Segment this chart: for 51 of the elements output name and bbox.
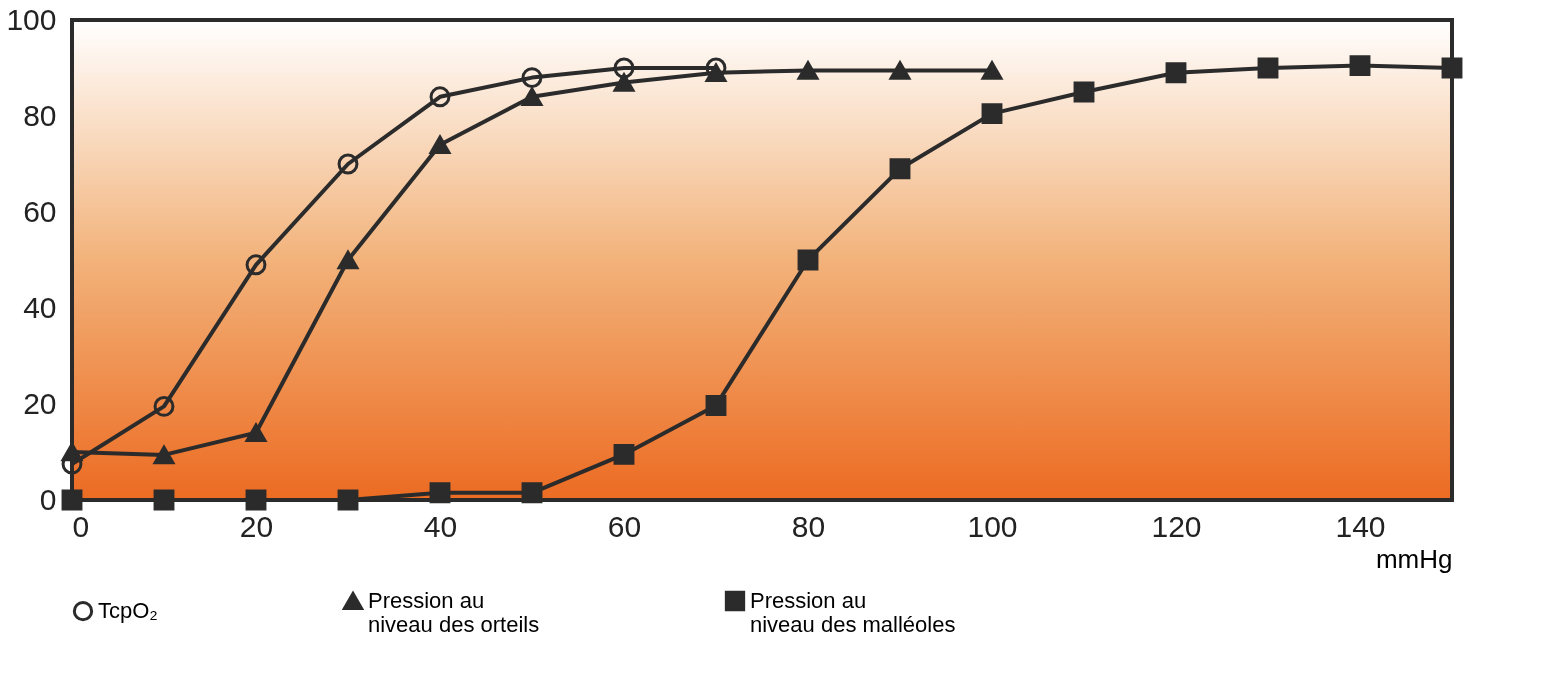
point — [797, 61, 819, 80]
point — [613, 443, 635, 465]
point — [889, 158, 911, 180]
point — [153, 445, 175, 465]
point — [337, 489, 359, 511]
point — [613, 57, 635, 79]
x-tick-label: 60 — [607, 509, 642, 543]
point — [337, 250, 359, 270]
x-axis-title: mmHg — [1375, 543, 1453, 574]
point — [981, 61, 1003, 80]
point — [705, 63, 727, 83]
point — [889, 61, 911, 80]
x-tick-label: 140 — [1335, 509, 1386, 543]
point — [61, 489, 83, 511]
x-tick-label: 0 — [72, 509, 90, 543]
y-tick-label: 0 — [39, 482, 57, 516]
x-tick-label: 120 — [1151, 509, 1202, 543]
y-tick-label: 80 — [23, 98, 57, 132]
legend-label: Pression au niveau des orteils — [368, 588, 540, 637]
point — [245, 254, 267, 276]
point — [981, 103, 1003, 125]
point — [153, 395, 175, 417]
point — [521, 67, 543, 89]
point — [1165, 62, 1187, 84]
x-tick-label: 40 — [423, 509, 458, 543]
point — [1073, 81, 1095, 103]
point — [429, 86, 451, 108]
point — [153, 489, 175, 511]
x-tick-label: 20 — [239, 509, 274, 543]
x-tick-label: 100 — [967, 509, 1018, 543]
point — [521, 482, 543, 504]
legend-label: Pression au niveau des malléoles — [750, 588, 956, 637]
x-tick-label: 80 — [791, 509, 826, 543]
y-tick-label: 40 — [23, 290, 57, 324]
point — [1349, 55, 1371, 77]
point — [61, 442, 83, 462]
point — [1441, 57, 1463, 79]
point — [245, 423, 267, 443]
point — [705, 395, 727, 416]
y-tick-label: 60 — [23, 194, 57, 228]
point — [1257, 57, 1279, 79]
point — [521, 87, 543, 107]
point — [429, 135, 451, 155]
y-tick-label: 20 — [23, 386, 57, 420]
point — [797, 249, 819, 271]
point — [337, 153, 359, 175]
legend-label: TcpO₂ — [98, 598, 158, 624]
point — [245, 489, 267, 511]
point — [613, 73, 635, 92]
y-tick-label: 100 — [6, 2, 57, 36]
point — [429, 482, 451, 504]
